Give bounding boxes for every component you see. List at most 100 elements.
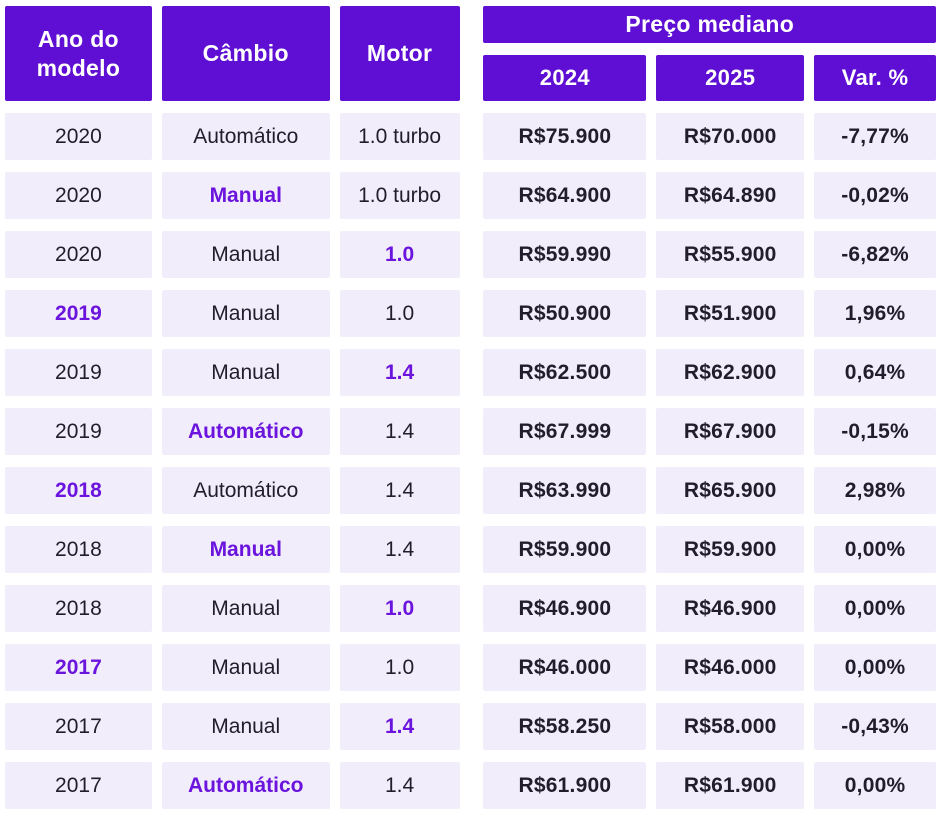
cell-var-pct: -0,15% <box>814 408 936 455</box>
cell-preco-2024: R$61.900 <box>483 762 647 809</box>
cell-preco-2024: R$59.990 <box>483 231 647 278</box>
cell-motor: 1.0 <box>339 231 460 278</box>
cell-ano: 2018 <box>5 585 152 632</box>
cell-var-pct: 1,96% <box>814 290 936 337</box>
cell-preco-2025: R$46.000 <box>656 644 805 691</box>
cell-cambio: Manual <box>161 703 330 750</box>
column-gap-spacer <box>470 703 474 750</box>
table-row: 2019 Automático 1.4 R$67.999 R$67.900 -0,15% <box>5 408 936 455</box>
col-header-2024: 2024 <box>483 55 647 101</box>
table-row: 2019 Manual 1.0 R$50.900 R$51.900 1,96% <box>5 290 936 337</box>
cell-preco-2024: R$63.990 <box>483 467 647 514</box>
cell-motor: 1.4 <box>339 762 460 809</box>
col-group-header-preco-mediano: Preço mediano <box>483 6 936 43</box>
column-gap-spacer <box>470 290 474 337</box>
cell-preco-2024: R$62.500 <box>483 349 647 396</box>
col-header-motor: Motor <box>339 6 460 101</box>
table-row: 2018 Manual 1.4 R$59.900 R$59.900 0,00% <box>5 526 936 573</box>
cell-preco-2024: R$58.250 <box>483 703 647 750</box>
column-gap-spacer <box>470 113 474 160</box>
table-row: 2020 Manual 1.0 R$59.990 R$55.900 -6,82% <box>5 231 936 278</box>
cell-preco-2024: R$50.900 <box>483 290 647 337</box>
column-gap-spacer <box>470 762 474 809</box>
cell-var-pct: 0,64% <box>814 349 936 396</box>
cell-motor: 1.4 <box>339 526 460 573</box>
col-header-ano-do-modelo: Ano do modelo <box>5 6 152 101</box>
cell-cambio: Automático <box>161 762 330 809</box>
cell-motor: 1.4 <box>339 349 460 396</box>
cell-ano: 2018 <box>5 526 152 573</box>
cell-preco-2024: R$46.000 <box>483 644 647 691</box>
cell-cambio: Automático <box>161 113 330 160</box>
table-row: 2018 Automático 1.4 R$63.990 R$65.900 2,98% <box>5 467 936 514</box>
cell-cambio: Manual <box>161 526 330 573</box>
cell-preco-2025: R$65.900 <box>656 467 805 514</box>
cell-preco-2025: R$51.900 <box>656 290 805 337</box>
column-gap-spacer <box>470 408 474 455</box>
cell-cambio: Manual <box>161 644 330 691</box>
cell-cambio: Manual <box>161 585 330 632</box>
cell-ano: 2017 <box>5 762 152 809</box>
table-row: 2020 Automático 1.0 turbo R$75.900 R$70.000-… <box>5 113 936 160</box>
column-gap-spacer <box>470 585 474 632</box>
cell-ano: 2017 <box>5 703 152 750</box>
cell-motor: 1.0 turbo <box>339 172 460 219</box>
cell-motor: 1.0 <box>339 585 460 632</box>
cell-preco-2025: R$67.900 <box>656 408 805 455</box>
cell-preco-2024: R$64.900 <box>483 172 647 219</box>
table-row: 2017 Manual 1.0 R$46.000 R$46.000 0,00% <box>5 644 936 691</box>
table-row: 2017 Manual 1.4 R$58.250 R$58.000 -0,43% <box>5 703 936 750</box>
cell-ano: 2019 <box>5 408 152 455</box>
cell-cambio: Manual <box>161 172 330 219</box>
cell-var-pct: 0,00% <box>814 644 936 691</box>
cell-preco-2024: R$46.900 <box>483 585 647 632</box>
cell-preco-2024: R$67.999 <box>483 408 647 455</box>
table-header: Ano do modelo Câmbio Motor Preço mediano… <box>5 6 936 101</box>
column-gap-spacer <box>470 6 474 101</box>
header-row-top: Ano do modelo Câmbio Motor Preço mediano <box>5 6 936 101</box>
cell-var-pct: 0,00% <box>814 585 936 632</box>
col-header-cambio: Câmbio <box>161 6 330 101</box>
column-gap-spacer <box>470 467 474 514</box>
cell-motor: 1.4 <box>339 467 460 514</box>
header-row-sub: 2024 2025 Var. % <box>5 55 936 101</box>
cell-var-pct: -6,82% <box>814 231 936 278</box>
cell-var-pct: 0,00% <box>814 762 936 809</box>
cell-cambio: Manual <box>161 349 330 396</box>
cell-ano: 2020 <box>5 172 152 219</box>
cell-cambio: Manual <box>161 231 330 278</box>
cell-preco-2025: R$59.900 <box>656 526 805 573</box>
cell-var-pct: 2,98% <box>814 467 936 514</box>
table-body: 2020 Automático 1.0 turbo R$75.900 R$70.000-… <box>5 113 936 809</box>
table-row: 2019 Manual 1.4 R$62.500 R$62.900 0,64% <box>5 349 936 396</box>
cell-preco-2025: R$46.900 <box>656 585 805 632</box>
column-gap-spacer <box>470 231 474 278</box>
cell-var-pct: -0,02% <box>814 172 936 219</box>
cell-cambio: Automático <box>161 408 330 455</box>
column-gap-spacer <box>470 172 474 219</box>
table-row: 2020 Manual 1.0 turbo R$64.900 R$64.890 -0,02… <box>5 172 936 219</box>
cell-ano: 2017 <box>5 644 152 691</box>
cell-ano: 2019 <box>5 349 152 396</box>
cell-preco-2025: R$55.900 <box>656 231 805 278</box>
cell-preco-2025: R$58.000 <box>656 703 805 750</box>
column-gap-spacer <box>470 644 474 691</box>
column-gap-spacer <box>470 349 474 396</box>
cell-preco-2025: R$70.000 <box>656 113 805 160</box>
cell-var-pct: 0,00% <box>814 526 936 573</box>
cell-ano: 2019 <box>5 290 152 337</box>
cell-preco-2024: R$75.900 <box>483 113 647 160</box>
cell-ano: 2020 <box>5 113 152 160</box>
cell-motor: 1.4 <box>339 703 460 750</box>
cell-preco-2025: R$64.890 <box>656 172 805 219</box>
cell-var-pct: -0,43% <box>814 703 936 750</box>
cell-preco-2025: R$62.900 <box>656 349 805 396</box>
cell-preco-2024: R$59.900 <box>483 526 647 573</box>
col-header-var-pct: Var. % <box>814 55 936 101</box>
cell-motor: 1.0 turbo <box>339 113 460 160</box>
cell-cambio: Manual <box>161 290 330 337</box>
cell-motor: 1.0 <box>339 290 460 337</box>
col-header-2025: 2025 <box>656 55 805 101</box>
